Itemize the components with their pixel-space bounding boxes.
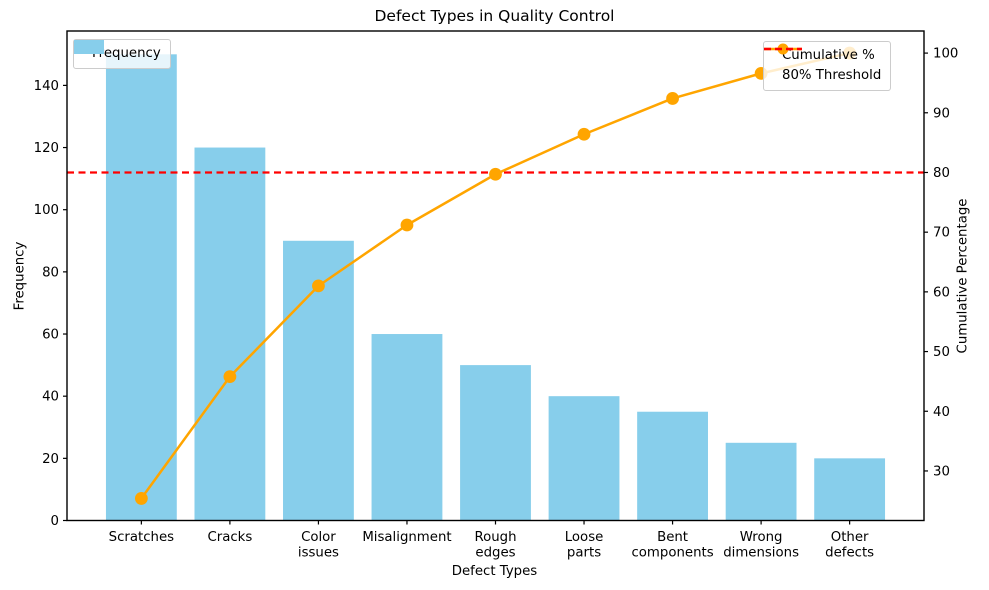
right-tick-label-30: 30 [933, 464, 950, 479]
cumulative-point-misalignment [400, 218, 414, 232]
cumulative-point-scratches [134, 492, 148, 505]
cumulative-point-loose-parts [577, 127, 591, 141]
right-tick-label-70: 70 [933, 226, 950, 241]
bar-scratches [105, 54, 177, 521]
cumulative-point-bent-components [666, 92, 679, 105]
right-tick-label-60: 60 [933, 285, 950, 300]
legend-label-cumulative-pct: Cumulative % [782, 48, 875, 63]
left-tick-label-100: 100 [34, 203, 59, 218]
right-tick-label-40: 40 [933, 405, 950, 420]
right-tick-label-80: 80 [933, 166, 950, 181]
x-axis-label: Defect Types [451, 564, 538, 579]
cumulative-point-rough-edges [489, 167, 502, 181]
left-tick-label-20: 20 [42, 452, 59, 467]
x-tick-label-color-issues: Color issues [298, 530, 339, 561]
legend-entry-frequency: Frequency [74, 40, 161, 64]
legend-frequency: Frequency [73, 39, 171, 69]
x-tick-label-loose-parts: Loose parts [565, 530, 604, 561]
cumulative-point-color-issues [312, 279, 325, 293]
right-tick-label-100: 100 [933, 47, 958, 62]
x-tick-label-rough-edges: Rough edges [474, 530, 516, 561]
bar-cracks [194, 147, 266, 521]
left-tick-label-0: 0 [51, 514, 59, 529]
bar-loose-parts [548, 396, 620, 521]
x-tick-label-scratches: Scratches [109, 530, 174, 545]
x-tick-label-bent-components: Bent components [631, 530, 713, 561]
left-tick-label-60: 60 [42, 328, 59, 343]
x-tick-label-misalignment: Misalignment [362, 530, 451, 545]
x-tick-label-wrong-dimensions: Wrong dimensions [723, 530, 799, 561]
y-axis-label-left: Frequency [12, 241, 28, 311]
right-tick-label-50: 50 [933, 345, 950, 360]
left-tick-label-140: 140 [34, 79, 59, 94]
bar-rough-edges [460, 365, 531, 521]
chart-title: Defect Types in Quality Control [374, 7, 615, 25]
x-tick-label-other-defects: Other defects [825, 530, 874, 561]
legend-label-frequency: Frequency [92, 46, 161, 61]
y-axis-label-right: Cumulative Percentage [955, 198, 971, 354]
legend-label-threshold: 80% Threshold [782, 68, 882, 83]
right-tick-label-90: 90 [933, 106, 950, 121]
left-tick-label-80: 80 [42, 265, 59, 280]
x-tick-label-cracks: Cracks [207, 530, 252, 545]
bar-bent-components [637, 411, 708, 521]
bar-misalignment [371, 334, 443, 521]
left-tick-label-120: 120 [34, 141, 59, 156]
bar-other-defects [814, 458, 886, 521]
legend-entry-threshold: 80% Threshold [764, 47, 882, 86]
left-tick-label-40: 40 [42, 390, 59, 405]
legend-cumulative: Cumulative % 80% Threshold [763, 41, 892, 91]
bar-wrong-dimensions [725, 442, 797, 521]
cumulative-point-cracks [223, 370, 237, 384]
